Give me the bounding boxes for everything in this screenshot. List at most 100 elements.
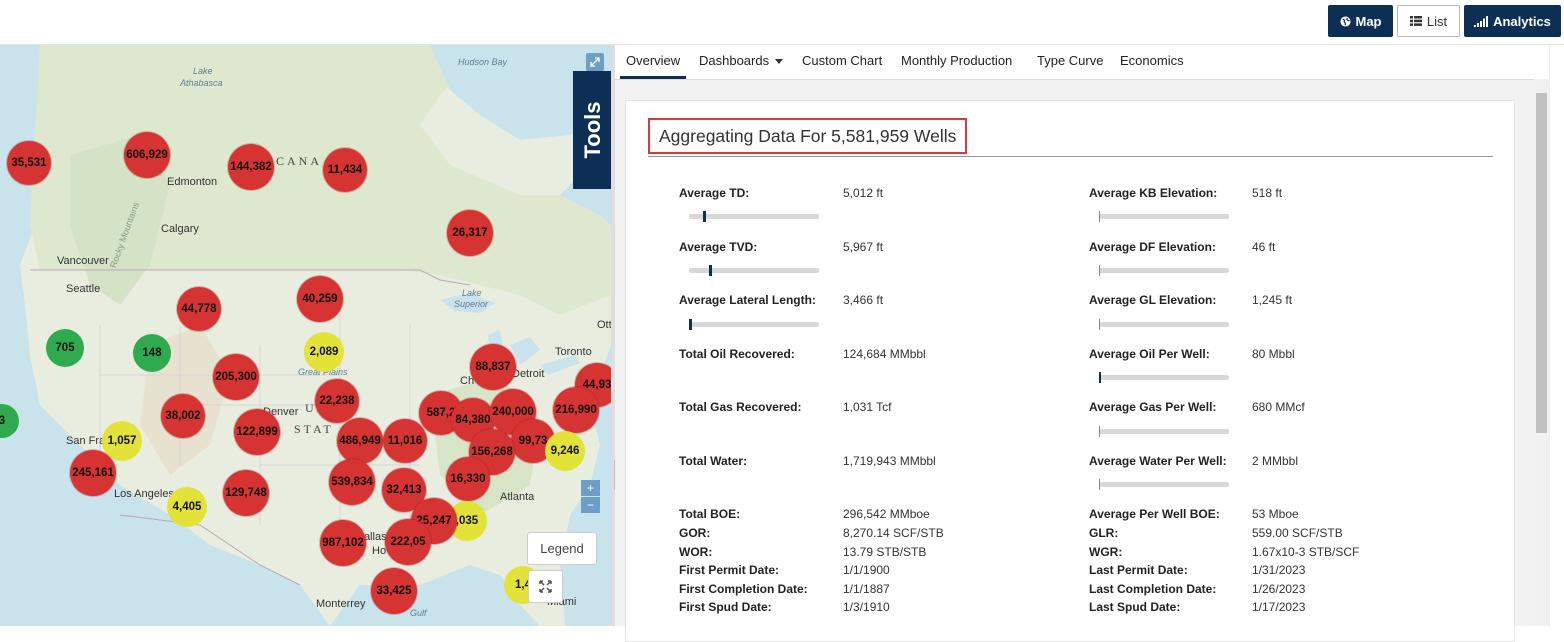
stat-gauge-marker (1099, 426, 1100, 437)
tab-monthly-production[interactable]: Monthly Production (901, 53, 1013, 68)
map-cluster-marker[interactable]: 44,778 (177, 287, 221, 331)
map-cluster-marker[interactable]: 44,93 (575, 363, 611, 407)
content-scrollbar-thumb[interactable] (1536, 93, 1547, 433)
map-cluster-marker[interactable]: 148 (133, 334, 171, 372)
map-label-edmonton: Edmonton (167, 176, 218, 188)
stat-value: 5,012 ft (843, 186, 884, 200)
map-cluster-marker[interactable]: 245,161 (70, 450, 116, 496)
zoom-in-button[interactable]: + (581, 480, 600, 496)
zoom-out-button[interactable]: − (581, 497, 600, 513)
caret-down-icon (775, 59, 784, 65)
map-cluster-marker[interactable]: 16,330 (446, 457, 490, 501)
map-label-atlanta: Atlanta (500, 491, 535, 503)
tab-type-curve[interactable]: Type Curve (1037, 53, 1104, 68)
map-cluster-marker[interactable]: 35,531 (7, 141, 51, 185)
list-view-button[interactable]: List (1397, 5, 1460, 37)
detail-label: Last Spud Date: (1089, 600, 1181, 614)
detail-value: 1/1/1887 (843, 582, 890, 596)
map-label-lake-superior-1: Lake (462, 288, 482, 298)
detail-label: GLR: (1089, 526, 1119, 540)
tab-overview[interactable]: Overview (620, 45, 687, 79)
map-zoom-control: + − (581, 480, 600, 514)
map-cluster-marker[interactable]: 144,382 (228, 144, 274, 190)
stat-label: Total Gas Recovered: (679, 400, 802, 414)
map-cluster-marker[interactable]: 40,259 (297, 276, 343, 322)
map-cluster-marker[interactable]: 11,434 (323, 148, 367, 192)
map-cluster-marker[interactable]: 539,834 (329, 459, 375, 505)
expand-arrows-icon (539, 580, 552, 593)
map-cluster-marker[interactable]: 606,929 (124, 132, 170, 178)
map-view-button[interactable]: Map (1328, 5, 1393, 37)
stat-label: Average DF Elevation: (1089, 240, 1216, 254)
map-cluster-marker[interactable]: 156,268 (469, 429, 515, 475)
detail-value: 559.00 SCF/STB (1252, 526, 1343, 540)
map-fullscreen-button[interactable] (528, 570, 563, 603)
map-cluster-marker[interactable]: 3 (0, 404, 19, 438)
stat-label: Average TVD: (679, 240, 758, 254)
detail-value: 13.79 STB/STB (843, 545, 927, 559)
map-cluster-marker[interactable]: 129,748 (223, 470, 269, 516)
stat-label: Average Water Per Well: (1089, 454, 1227, 468)
tab-dashboards-label: Dashboards (699, 53, 770, 68)
map-cluster-marker[interactable]: 486,949 (337, 418, 383, 464)
detail-value: 1/3/1910 (843, 600, 890, 614)
panel-splitter[interactable] (611, 45, 615, 626)
globe-icon (1339, 15, 1351, 27)
stat-value: 680 MMcf (1252, 400, 1305, 414)
stat-label: Total Oil Recovered: (679, 347, 795, 361)
stat-label: Total Water: (679, 454, 747, 468)
stat-value: 1,031 Tcf (843, 400, 892, 414)
map-cluster-marker[interactable]: 4,405 (167, 487, 207, 527)
stat-value: 46 ft (1252, 240, 1276, 254)
maximize-icon (590, 57, 600, 67)
detail-label: WGR: (1089, 545, 1123, 559)
overview-card: Aggregating Data For 5,581,959 Wells Ave… (625, 100, 1515, 642)
stat-label: Average Gas Per Well: (1089, 400, 1217, 414)
analytics-view-button[interactable]: Analytics (1464, 5, 1561, 37)
map-cluster-marker[interactable]: 705 (46, 329, 84, 367)
tab-economics[interactable]: Economics (1120, 53, 1184, 68)
stat-label: Average TD: (679, 186, 750, 200)
map-cluster-marker[interactable]: 216,990 (553, 387, 599, 433)
stat-gauge-marker (1099, 479, 1100, 490)
map-maximize-button[interactable] (586, 53, 604, 71)
top-bar: Map List Analytics (0, 0, 1564, 45)
stat-gauge (689, 319, 819, 330)
detail-value: 1.67x10-3 STB/SCF (1252, 545, 1360, 559)
map-cluster-marker[interactable]: 222,05 (385, 519, 431, 565)
detail-label: WOR: (679, 545, 713, 559)
map-label-great-plains: Great Plains (298, 367, 348, 377)
map-cluster-marker[interactable]: 22,238 (315, 379, 359, 423)
map-cluster-marker[interactable]: 38,002 (161, 394, 205, 438)
map-cluster-marker[interactable]: ,035 (447, 501, 487, 541)
stat-value: 518 ft (1252, 186, 1283, 200)
map-cluster-marker[interactable]: 2,089 (304, 332, 344, 372)
map-legend-button[interactable]: Legend (527, 532, 597, 565)
map-cluster-marker[interactable]: 9,246 (545, 431, 585, 471)
map-cluster-marker[interactable]: 205,300 (213, 354, 259, 400)
map-cluster-marker[interactable]: 1,057 (102, 421, 142, 461)
detail-value: 53 Mboe (1252, 507, 1299, 521)
well-map[interactable]: Hudson Bay Lake Athabasca CANA Edmonton … (0, 45, 611, 626)
page-scrollbar[interactable] (1549, 45, 1564, 626)
map-cluster-marker[interactable]: 11,016 (383, 419, 427, 463)
signal-bars-icon (1474, 15, 1489, 27)
map-cluster-marker[interactable]: 33,425 (371, 568, 417, 614)
detail-label: Average Per Well BOE: (1089, 507, 1220, 521)
stat-label: Average KB Elevation: (1089, 186, 1218, 200)
stat-gauge-marker (1099, 265, 1100, 276)
map-cluster-marker[interactable]: 987,102 (320, 520, 366, 566)
detail-value: 1/26/2023 (1252, 582, 1306, 596)
stat-label: Average Lateral Length: (679, 293, 816, 307)
map-cluster-marker[interactable]: 84,380 (451, 398, 495, 442)
map-cluster-marker[interactable]: 122,899 (234, 409, 280, 455)
map-label-states: STAT (294, 422, 334, 436)
detail-label: Last Permit Date: (1089, 563, 1188, 577)
tab-dashboards[interactable]: Dashboards (699, 45, 784, 79)
map-cluster-marker[interactable]: 88,837 (470, 344, 516, 390)
tab-custom-chart[interactable]: Custom Chart (802, 53, 883, 68)
map-label-calgary: Calgary (161, 223, 199, 235)
tools-panel-toggle[interactable]: Tools (573, 71, 612, 189)
map-cluster-marker[interactable]: 26,317 (447, 210, 493, 256)
stat-gauge-marker (1099, 372, 1101, 383)
